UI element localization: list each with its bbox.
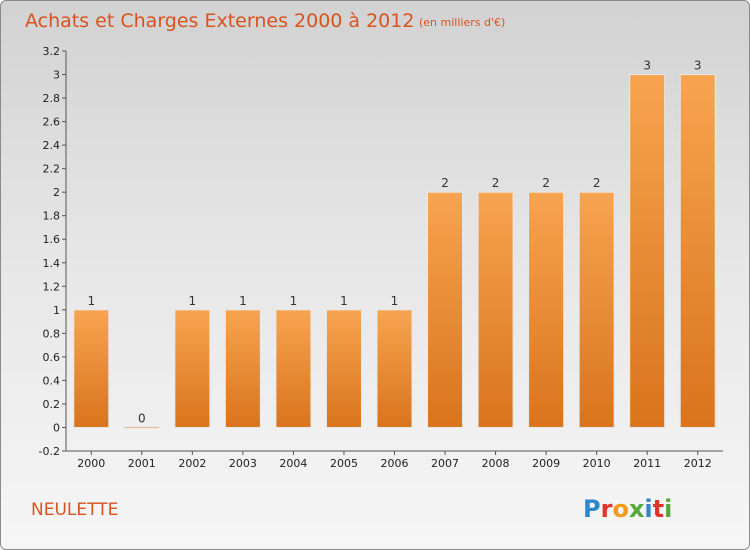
data-label: 0 xyxy=(138,411,146,425)
bar xyxy=(73,309,110,428)
proxiti-logo: Proxiti xyxy=(583,495,672,523)
y-tick-label: 1.2 xyxy=(43,280,61,293)
logo-letter: P xyxy=(583,495,601,523)
x-tick-label: 2007 xyxy=(431,457,459,470)
logo-letter: i xyxy=(644,495,652,523)
x-tick-label: 2001 xyxy=(128,457,156,470)
bar xyxy=(528,191,565,428)
data-label: 1 xyxy=(340,294,348,308)
logo-letter: o xyxy=(612,495,629,523)
bar-series xyxy=(73,74,716,429)
bar xyxy=(629,74,666,428)
data-label: 3 xyxy=(643,59,651,73)
data-label: 1 xyxy=(239,294,247,308)
bar xyxy=(174,309,211,428)
commune-name: NEULETTE xyxy=(31,500,118,520)
y-tick-label: 3.2 xyxy=(43,45,61,58)
y-tick-label: 0.4 xyxy=(43,374,61,387)
x-tick-label: 2008 xyxy=(482,457,510,470)
x-tick-label: 2002 xyxy=(178,457,206,470)
x-tick-label: 2004 xyxy=(279,457,307,470)
y-axis: -0.2 0 0.2 0.4 0.6 0.8 1 1.2 1.4 1.6 1.8 2 2.2 2.4 2.6… xyxy=(39,45,67,458)
chart-title: Achats et Charges Externes 2000 à 2012 xyxy=(25,10,414,32)
logo-letter: r xyxy=(601,495,613,523)
y-tick-label: 0 xyxy=(53,421,60,434)
bar xyxy=(679,74,716,428)
data-label: 1 xyxy=(391,294,399,308)
y-tick-label: 3 xyxy=(53,69,60,82)
data-label: 2 xyxy=(542,176,550,190)
data-label: 2 xyxy=(593,176,601,190)
bar xyxy=(224,309,261,428)
bar xyxy=(325,309,362,428)
y-tick-label: 1 xyxy=(53,304,60,317)
x-tick-label: 2012 xyxy=(684,457,712,470)
y-tick-label: 0.6 xyxy=(43,351,61,364)
data-label: 1 xyxy=(290,294,298,308)
bar xyxy=(376,309,413,428)
y-tick-label: 2.6 xyxy=(43,116,61,129)
y-tick-label: 1.8 xyxy=(43,210,61,223)
x-tick-label: 2003 xyxy=(229,457,257,470)
data-label: 2 xyxy=(492,176,500,190)
chart-unit-label: (en milliers d'€) xyxy=(419,16,505,29)
x-tick-label: 2011 xyxy=(633,457,661,470)
data-label: 2 xyxy=(441,176,449,190)
data-label: 1 xyxy=(87,294,95,308)
logo-letter: x xyxy=(629,495,645,523)
bar xyxy=(578,191,615,428)
bar xyxy=(477,191,514,428)
x-tick-label: 2009 xyxy=(532,457,560,470)
y-tick-label: -0.2 xyxy=(39,445,60,458)
y-tick-label: 2.2 xyxy=(43,163,61,176)
x-tick-label: 2006 xyxy=(381,457,409,470)
x-axis: 2000 2001 2002 2003 2004 2005 2006 2007 2008 2009… xyxy=(66,450,723,470)
bar xyxy=(427,191,464,428)
x-tick-label: 2005 xyxy=(330,457,358,470)
data-label: 3 xyxy=(694,59,702,73)
logo-letter: t xyxy=(653,495,664,523)
logo-letter: i xyxy=(664,495,672,523)
bar xyxy=(275,309,312,428)
y-tick-label: 2.8 xyxy=(43,92,61,105)
x-tick-label: 2000 xyxy=(77,457,105,470)
y-tick-label: 1.6 xyxy=(43,233,61,246)
y-tick-label: 2.4 xyxy=(43,139,61,152)
data-label: 1 xyxy=(189,294,197,308)
x-tick-label: 2010 xyxy=(583,457,611,470)
y-tick-label: 1.4 xyxy=(43,257,61,270)
bar xyxy=(123,426,160,429)
y-tick-label: 2 xyxy=(53,186,60,199)
data-labels: 1 0 1 1 1 1 1 2 2 2 2 3 3 xyxy=(87,59,701,426)
y-tick-label: 0.2 xyxy=(43,398,61,411)
y-tick-label: 0.8 xyxy=(43,327,61,340)
